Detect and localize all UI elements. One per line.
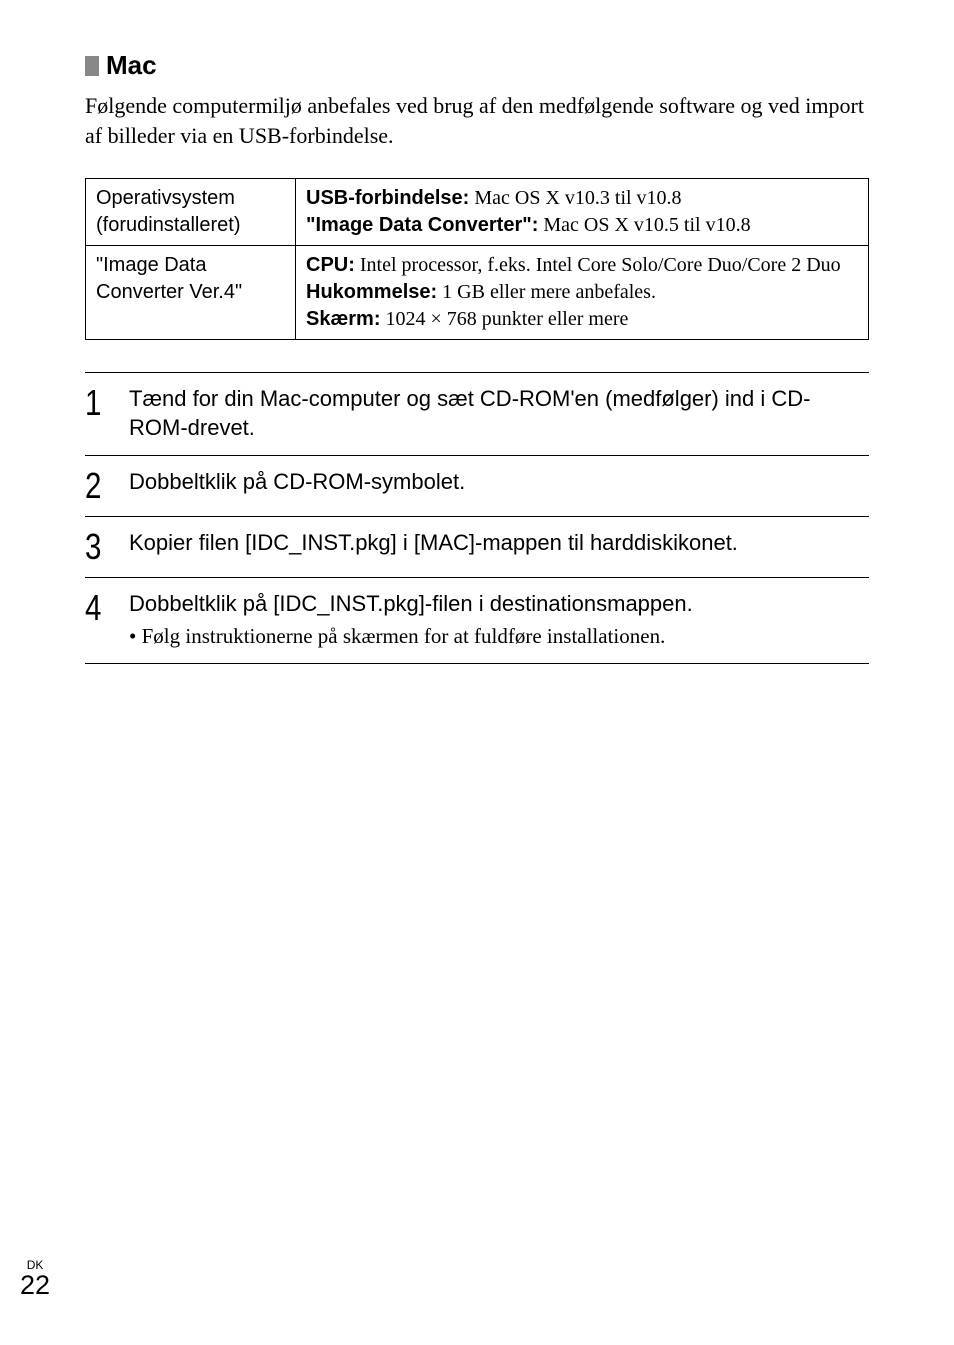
step-number: 1 xyxy=(85,383,121,421)
table-cell-idc-value: CPU: Intel processor, f.eks. Intel Core … xyxy=(296,246,869,340)
table-cell-os-value: USB-forbindelse: Mac OS X v10.3 til v10.… xyxy=(296,179,869,246)
req-value: 1024 × 768 punkter eller mere xyxy=(380,308,628,330)
step-title: Tænd for din Mac-computer og sæt CD-ROM'… xyxy=(129,385,869,442)
step-item: 3 Kopier filen [IDC_INST.pkg] i [MAC]-ma… xyxy=(85,517,869,578)
req-label: CPU: xyxy=(306,254,355,276)
step-body: Dobbeltklik på CD-ROM-symbolet. xyxy=(129,466,869,497)
table-cell-os-label: Operativsystem (forudinstalleret) xyxy=(86,179,296,246)
step-body: Dobbeltklik på [IDC_INST.pkg]-filen i de… xyxy=(129,588,869,651)
steps-list: 1 Tænd for din Mac-computer og sæt CD-RO… xyxy=(85,372,869,663)
table-row: Operativsystem (forudinstalleret) USB-fo… xyxy=(86,179,869,246)
requirements-table: Operativsystem (forudinstalleret) USB-fo… xyxy=(85,178,869,340)
req-value: Mac OS X v10.5 til v10.8 xyxy=(538,214,750,236)
req-label: "Image Data Converter": xyxy=(306,214,538,236)
req-label: Hukommelse: xyxy=(306,281,437,303)
step-number: 2 xyxy=(85,466,121,504)
bullet-square-icon xyxy=(85,56,99,76)
req-value: 1 GB eller mere anbefales. xyxy=(437,281,656,303)
table-row: "Image Data Converter Ver.4" CPU: Intel … xyxy=(86,246,869,340)
table-cell-idc-label: "Image Data Converter Ver.4" xyxy=(86,246,296,340)
step-body: Tænd for din Mac-computer og sæt CD-ROM'… xyxy=(129,383,869,442)
intro-paragraph: Følgende computermiljø anbefales ved bru… xyxy=(85,91,869,150)
section-title: Mac xyxy=(106,50,157,81)
page-footer: DK 22 xyxy=(20,1258,50,1301)
req-label: USB-forbindelse: xyxy=(306,187,469,209)
step-number: 3 xyxy=(85,527,121,565)
step-item: 1 Tænd for din Mac-computer og sæt CD-RO… xyxy=(85,373,869,455)
req-label: Skærm: xyxy=(306,308,380,330)
step-title: Kopier filen [IDC_INST.pkg] i [MAC]-mapp… xyxy=(129,529,869,558)
step-title: Dobbeltklik på CD-ROM-symbolet. xyxy=(129,468,869,497)
step-number: 4 xyxy=(85,588,121,626)
page-number: 22 xyxy=(20,1270,50,1301)
step-item: 2 Dobbeltklik på CD-ROM-symbolet. xyxy=(85,456,869,517)
step-body: Kopier filen [IDC_INST.pkg] i [MAC]-mapp… xyxy=(129,527,869,558)
step-subtext: Følg instruktionerne på skærmen for at f… xyxy=(129,622,869,650)
step-title: Dobbeltklik på [IDC_INST.pkg]-filen i de… xyxy=(129,590,869,619)
step-item: 4 Dobbeltklik på [IDC_INST.pkg]-filen i … xyxy=(85,578,869,664)
req-value: Mac OS X v10.3 til v10.8 xyxy=(469,187,681,209)
req-value: Intel processor, f.eks. Intel Core Solo/… xyxy=(355,254,841,276)
section-heading: Mac xyxy=(85,50,869,81)
